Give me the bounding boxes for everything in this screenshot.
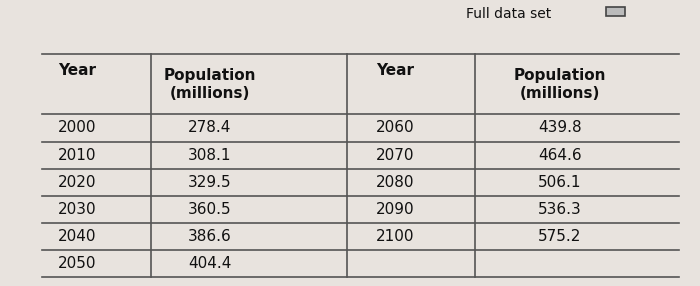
Text: 2030: 2030: [57, 202, 97, 217]
Text: Year: Year: [377, 63, 414, 78]
Text: Population
(millions): Population (millions): [514, 67, 606, 101]
Text: 2000: 2000: [57, 120, 97, 136]
Text: 2100: 2100: [376, 229, 414, 244]
Text: Population
(millions): Population (millions): [164, 67, 256, 101]
Text: 308.1: 308.1: [188, 148, 232, 163]
Text: 2060: 2060: [376, 120, 415, 136]
Text: 2090: 2090: [376, 202, 415, 217]
Text: 2010: 2010: [57, 148, 97, 163]
Text: 386.6: 386.6: [188, 229, 232, 244]
Text: 439.8: 439.8: [538, 120, 582, 136]
Text: 2080: 2080: [376, 175, 414, 190]
Text: Year: Year: [58, 63, 96, 78]
Text: 278.4: 278.4: [188, 120, 232, 136]
Text: 404.4: 404.4: [188, 256, 232, 271]
Bar: [606, 7, 625, 16]
Text: 360.5: 360.5: [188, 202, 232, 217]
Text: 2020: 2020: [57, 175, 97, 190]
Text: 2070: 2070: [376, 148, 414, 163]
Text: 464.6: 464.6: [538, 148, 582, 163]
Text: 536.3: 536.3: [538, 202, 582, 217]
Text: 506.1: 506.1: [538, 175, 582, 190]
Text: 2040: 2040: [57, 229, 97, 244]
Text: 329.5: 329.5: [188, 175, 232, 190]
Text: Full data set: Full data set: [466, 7, 551, 21]
Text: 575.2: 575.2: [538, 229, 582, 244]
Text: 2050: 2050: [57, 256, 97, 271]
